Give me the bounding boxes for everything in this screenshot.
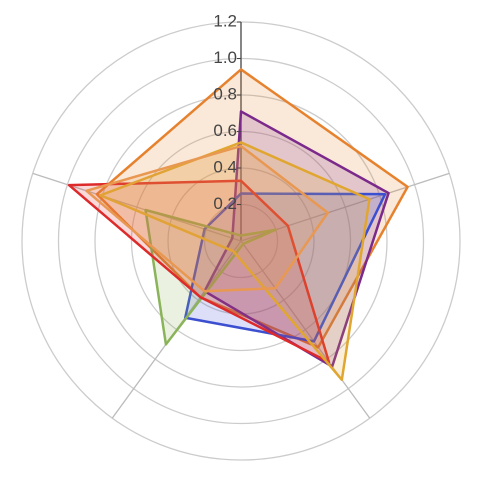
r-tick-label: 1.0 (213, 48, 237, 67)
series-area (67, 179, 331, 364)
series-area (99, 141, 371, 382)
r-tick-label: 1.2 (213, 11, 237, 30)
spoke (240, 240, 371, 419)
series-area (144, 208, 277, 346)
series-area (203, 110, 390, 368)
r-tick-label: 0.2 (213, 194, 237, 213)
r-tick-label: 0.8 (213, 84, 237, 103)
r-tick-label: 0.4 (213, 157, 237, 176)
r-tick-label: 0.6 (213, 121, 237, 140)
spoke (32, 172, 242, 242)
series-area (85, 144, 330, 293)
series-area (183, 192, 387, 343)
